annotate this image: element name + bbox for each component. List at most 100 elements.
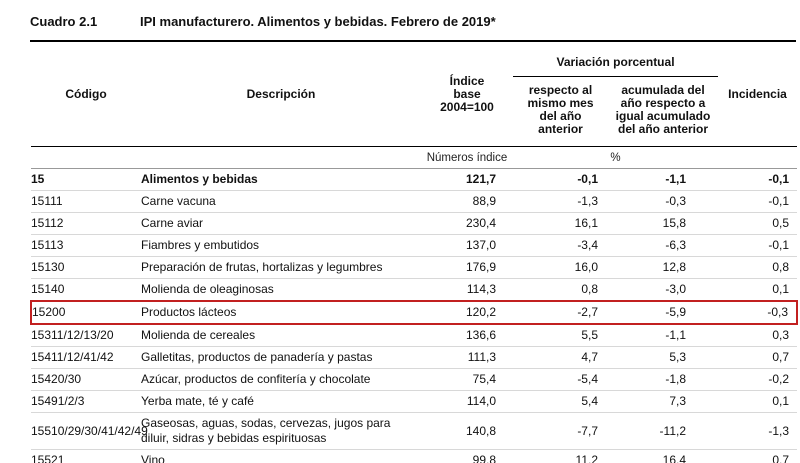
cell-code: 15200 [30, 300, 141, 325]
column-header-descripcion: Descripción [141, 42, 421, 147]
table-row: 15112 Carne aviar 230,4 16,1 15,8 0,5 [31, 212, 798, 235]
cell-incidence: 0,1 [718, 278, 798, 302]
units-empty-code [31, 146, 141, 169]
cell-index: 75,4 [421, 368, 513, 391]
cell-var-accum: 16,4 [608, 449, 719, 463]
cell-code: 15491/2/3 [31, 390, 141, 413]
column-group-variacion-porcentual: Variación porcentual [513, 42, 719, 77]
cell-var-month: -5,4 [513, 368, 608, 391]
cell-incidence: 0,8 [718, 256, 798, 279]
cell-description: Galletitas, productos de panadería y pas… [141, 346, 421, 369]
cell-description: Gaseosas, aguas, sodas, cervezas, jugos … [141, 412, 421, 450]
cell-description: Preparación de frutas, hortalizas y legu… [141, 256, 421, 279]
cell-index: 121,7 [421, 168, 513, 191]
cell-code: 15521 [31, 449, 141, 463]
cell-var-accum: -11,2 [608, 412, 719, 450]
cell-description: Vino [141, 449, 421, 463]
cell-incidence: -0,1 [718, 168, 798, 191]
table-row: 15510/29/30/41/42/49 Gaseosas, aguas, sod… [31, 412, 798, 450]
units-numeros-indice: Números índice [421, 146, 513, 169]
cell-var-month: -2,7 [513, 300, 608, 325]
cell-incidence: -1,3 [718, 412, 798, 450]
table-title: IPI manufacturero. Alimentos y bebidas. … [140, 14, 496, 29]
units-percent: % [513, 146, 719, 169]
cell-description: Fiambres y embutidos [141, 234, 421, 257]
cell-code: 15411/12/41/42 [31, 346, 141, 369]
table-header-bar: Cuadro 2.1 IPI manufacturero. Alimentos … [30, 8, 796, 42]
cell-code: 15111 [31, 190, 141, 213]
table-number-label: Cuadro 2.1 [30, 14, 98, 29]
cell-index: 137,0 [421, 234, 513, 257]
cell-description: Alimentos y bebidas [141, 168, 421, 191]
table-row-highlighted: 15200 Productos lácteos 120,2 -2,7 -5,9 -0,3 [30, 300, 799, 325]
cell-incidence: -0,3 [718, 300, 799, 325]
cell-description: Carne vacuna [141, 190, 421, 213]
cell-description: Productos lácteos [141, 300, 421, 325]
table-row: 15130 Preparación de frutas, hortalizas y… [31, 256, 798, 279]
group-header-row: Código Descripción Índice base 2004=100 … [31, 42, 798, 147]
cell-var-month: 0,8 [513, 278, 608, 302]
cell-incidence: 0,1 [718, 390, 798, 413]
cell-var-month: -0,1 [513, 168, 608, 191]
cell-index: 176,9 [421, 256, 513, 279]
cell-index: 88,9 [421, 190, 513, 213]
column-header-codigo: Código [31, 42, 141, 147]
cell-index: 136,6 [421, 324, 513, 347]
table-row: 15113 Fiambres y embutidos 137,0 -3,4 -6,3 -0… [31, 234, 798, 257]
column-header-var-acumulada: acumulada del año respecto a igual acumu… [608, 76, 719, 147]
cell-var-month: -1,3 [513, 190, 608, 213]
cell-description: Molienda de oleaginosas [141, 278, 421, 302]
units-empty-desc [141, 146, 421, 169]
cell-index: 114,0 [421, 390, 513, 413]
cell-code: 15112 [31, 212, 141, 235]
table-row: 15491/2/3 Yerba mate, té y café 114,0 5,4 7,… [31, 390, 798, 413]
cell-code: 15 [31, 168, 141, 191]
cell-incidence: 0,7 [718, 449, 798, 463]
table-row: 15311/12/13/20 Molienda de cereales 136,6 5… [31, 324, 798, 347]
column-header-indice-base: Índice base 2004=100 [421, 42, 513, 147]
cell-index: 111,3 [421, 346, 513, 369]
cell-incidence: -0,2 [718, 368, 798, 391]
cell-code: 15130 [31, 256, 141, 279]
table-row: 15411/12/41/42 Galletitas, productos de p… [31, 346, 798, 369]
cell-var-accum: 7,3 [608, 390, 719, 413]
cell-index: 99,8 [421, 449, 513, 463]
cell-code: 15140 [31, 278, 141, 302]
cell-var-month: 11,2 [513, 449, 608, 463]
cell-index: 140,8 [421, 412, 513, 450]
cell-var-accum: -3,0 [608, 278, 719, 302]
cell-var-month: 5,4 [513, 390, 608, 413]
table-body: 15 Alimentos y bebidas 121,7 -0,1 -1,1 -0,1 15… [30, 168, 799, 463]
units-empty-incidencia [718, 146, 798, 169]
cell-incidence: 0,7 [718, 346, 798, 369]
cell-var-accum: -0,3 [608, 190, 719, 213]
cell-var-month: -7,7 [513, 412, 608, 450]
cell-description: Yerba mate, té y café [141, 390, 421, 413]
cell-index: 114,3 [421, 278, 513, 302]
cell-incidence: 0,3 [718, 324, 798, 347]
cell-description: Molienda de cereales [141, 324, 421, 347]
cell-incidence: 0,5 [718, 212, 798, 235]
cell-var-accum: 15,8 [608, 212, 719, 235]
cell-var-accum: -6,3 [608, 234, 719, 257]
table-row: 15521 Vino 99,8 11,2 16,4 0,7 [31, 449, 798, 463]
table-head: Código Descripción Índice base 2004=100 … [31, 42, 798, 169]
cell-code: 15510/29/30/41/42/49 [31, 412, 148, 450]
cell-var-month: -3,4 [513, 234, 608, 257]
cell-index: 120,2 [421, 300, 513, 325]
cell-code: 15113 [31, 234, 141, 257]
cell-var-month: 16,1 [513, 212, 608, 235]
column-header-incidencia: Incidencia [718, 42, 798, 147]
cell-description: Azúcar, productos de confitería y chocol… [141, 368, 421, 391]
cell-var-month: 16,0 [513, 256, 608, 279]
sub-header-row: respecto al mismo mes del año anterior a… [31, 76, 797, 147]
table-row: 15111 Carne vacuna 88,9 -1,3 -0,3 -0,1 [31, 190, 798, 213]
cell-var-month: 4,7 [513, 346, 608, 369]
cell-var-accum: 5,3 [608, 346, 719, 369]
table-row: 15140 Molienda de oleaginosas 114,3 0,8 -3,0… [31, 278, 798, 302]
cell-var-accum: -1,8 [608, 368, 719, 391]
units-row: Números índice % [31, 146, 798, 169]
cell-index: 230,4 [421, 212, 513, 235]
column-header-var-mismo-mes: respecto al mismo mes del año anterior [513, 76, 608, 147]
